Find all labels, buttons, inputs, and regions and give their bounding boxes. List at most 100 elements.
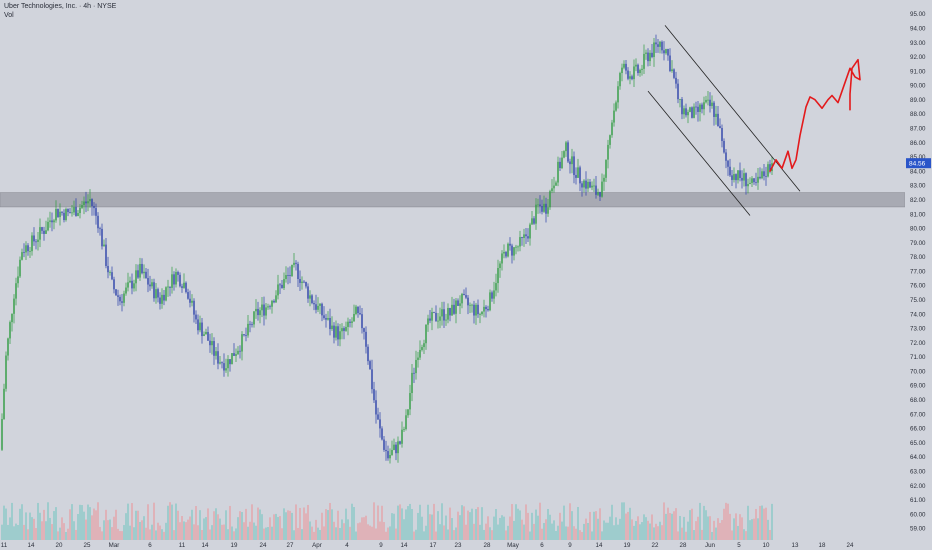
candle-body	[693, 106, 695, 118]
projection-path[interactable]	[769, 58, 861, 172]
volume-bar	[3, 505, 5, 540]
candle-body	[297, 263, 299, 279]
candle-body	[755, 182, 757, 184]
volume-bar	[217, 514, 219, 540]
price-axis[interactable]: 59.00 60.00 61.00 62.00 63.00 64.00 65.00 66.00…	[910, 11, 926, 532]
candle-body	[279, 284, 281, 286]
support-zone-rect[interactable]	[0, 192, 906, 208]
volume-bar	[387, 527, 389, 540]
volume-bar	[51, 524, 53, 540]
volume-bar	[113, 516, 115, 540]
candle-body	[761, 171, 763, 179]
candle-body	[441, 309, 443, 317]
candle-body	[687, 111, 689, 116]
candle-body	[617, 86, 619, 103]
candle-body	[101, 228, 103, 247]
candle-body	[501, 253, 503, 264]
volume-bar	[41, 521, 43, 540]
volume-bar	[677, 531, 679, 540]
volume-bar	[495, 509, 497, 540]
y-tick-label: 84.00	[910, 168, 926, 175]
candle-body	[223, 363, 225, 371]
volume-bar	[273, 514, 275, 540]
volume-bar	[201, 529, 203, 540]
candle-body	[567, 142, 569, 162]
candle-body	[213, 341, 215, 356]
channel-upper-line[interactable]	[664, 25, 801, 192]
volume-bar	[389, 526, 391, 540]
descending-channel[interactable]	[647, 25, 801, 216]
candle-body	[99, 228, 101, 230]
volume-bar	[461, 505, 463, 540]
volume-bar	[537, 515, 539, 540]
chart-title: Uber Technologies, Inc. · 4h · NYSE	[4, 3, 117, 10]
volume-bar	[419, 504, 421, 540]
volume-bar	[267, 527, 269, 540]
candle-body	[73, 207, 75, 213]
candle-body	[405, 415, 407, 430]
candle-body	[127, 282, 129, 288]
candle-body	[147, 278, 149, 285]
volume-bar	[403, 519, 405, 540]
volume-bar	[213, 511, 215, 540]
candle-body	[657, 44, 659, 47]
channel-lower-line[interactable]	[647, 90, 751, 216]
candle-body	[365, 331, 367, 347]
candle-body	[683, 108, 685, 115]
candle-body	[751, 178, 753, 183]
x-tick-label: 28	[680, 542, 687, 549]
candle-body	[3, 388, 5, 420]
volume-bar	[89, 507, 91, 540]
candle-body	[635, 64, 637, 67]
y-tick-label: 95.00	[910, 11, 926, 18]
support-zone[interactable]	[0, 192, 906, 208]
x-tick-label: 20	[56, 542, 63, 549]
volume-bar	[165, 522, 167, 540]
candle-body	[217, 351, 219, 364]
volume-bar	[31, 517, 33, 540]
x-tick-label: 24	[847, 542, 854, 549]
candle-body	[453, 304, 455, 314]
candle-body	[177, 272, 179, 275]
volume-bar	[373, 502, 375, 540]
volume-bar	[339, 527, 341, 540]
candle-body	[469, 304, 471, 306]
volume-bar	[711, 531, 713, 540]
volume-bar	[353, 507, 355, 540]
projection-drawing[interactable]	[769, 58, 861, 172]
time-axis[interactable]: 11 14 20 25 Mar 6 11 14 19 24 27 Apr 4 9 14 17 23 28 May 6 9…	[1, 542, 854, 549]
volume-bar	[361, 517, 363, 540]
candle-body	[339, 331, 341, 340]
volume-bar	[399, 504, 401, 540]
candle-body	[301, 281, 303, 283]
volume-bar	[19, 508, 21, 540]
candle-body	[759, 176, 761, 179]
candle-body	[71, 212, 73, 214]
volume-bar	[397, 505, 399, 540]
volume-bar	[627, 511, 629, 540]
candle-body	[91, 199, 93, 207]
y-tick-label: 64.00	[910, 454, 926, 461]
volume-bar	[355, 531, 357, 540]
candle-body	[563, 151, 565, 158]
volume-bar	[381, 505, 383, 540]
volume-bar	[277, 516, 279, 540]
volume-bar	[265, 527, 267, 540]
volume-bar	[49, 517, 51, 540]
candle-body	[707, 99, 709, 101]
candle-body	[43, 230, 45, 234]
volume-bar	[467, 510, 469, 540]
volume-bar	[147, 504, 149, 540]
candle-body	[721, 127, 723, 141]
volume-bar	[189, 516, 191, 540]
volume-bar	[269, 517, 271, 540]
volume-bar	[81, 505, 83, 540]
volume-bar	[729, 513, 731, 540]
candle-body	[189, 298, 191, 303]
candle-body	[581, 183, 583, 188]
volume-bar	[601, 531, 603, 540]
candle-body	[317, 305, 319, 310]
candle-body	[53, 220, 55, 223]
candle-body	[435, 312, 437, 321]
